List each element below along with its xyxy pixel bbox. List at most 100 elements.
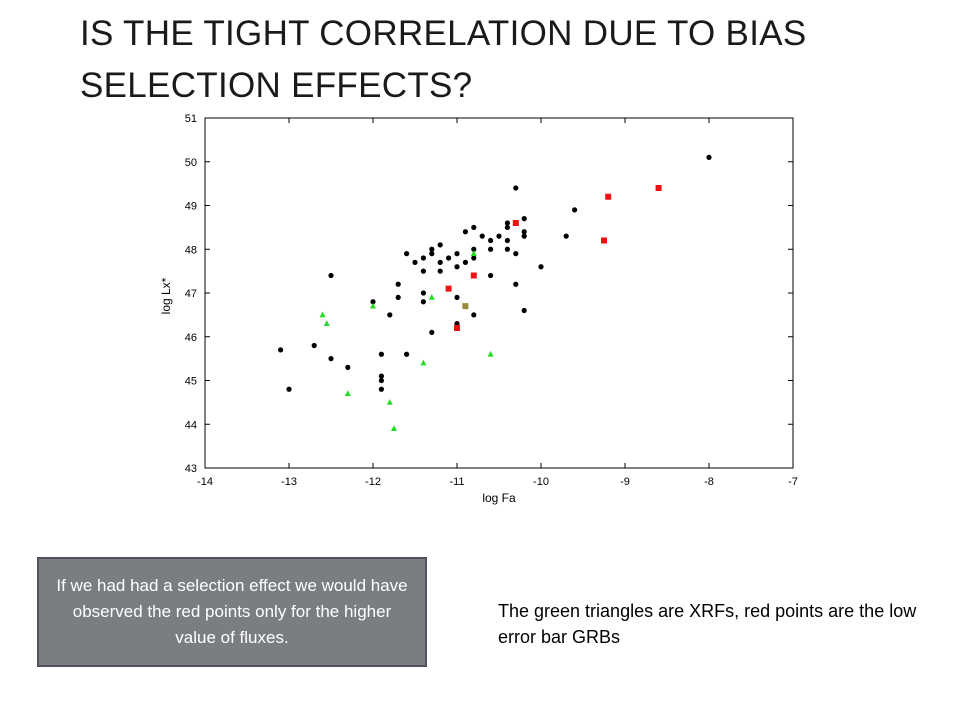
- black-data-point: [538, 264, 544, 270]
- chart-container: -14 -13 -12 -11 -10 -9 -8 -7 43 44 45 46 47 48 49 50 51 …: [150, 105, 810, 520]
- x-axis-label: log Fa: [482, 491, 516, 505]
- black-data-point: [513, 185, 519, 191]
- black-data-point: [706, 154, 712, 160]
- black-data-point: [420, 290, 426, 296]
- black-data-point: [513, 251, 519, 257]
- black-data-point: [404, 251, 410, 257]
- y-tick-label: 50: [185, 157, 197, 169]
- slide-title: IS THE TIGHT CORRELATION DUE TO BIAS SEL…: [80, 14, 807, 105]
- selection-effect-callout: If we had had a selection effect we woul…: [37, 557, 427, 667]
- black-data-point: [521, 233, 527, 239]
- y-tick-label: 44: [185, 419, 197, 431]
- black-data-point: [437, 268, 443, 274]
- black-data-point: [454, 294, 460, 300]
- black-data-point: [395, 281, 401, 287]
- black-data-point: [278, 347, 284, 353]
- y-tick-label: 46: [185, 332, 197, 344]
- y-tick-label: 49: [185, 201, 197, 213]
- y-axis-label: log Lx*: [159, 277, 173, 314]
- black-data-point: [370, 299, 376, 305]
- black-data-point: [521, 216, 527, 222]
- black-data-point: [420, 299, 426, 305]
- scatter-chart: -14 -13 -12 -11 -10 -9 -8 -7434445464748495051 …: [159, 113, 798, 505]
- black-data-point: [504, 246, 510, 252]
- y-tick-label: 45: [185, 376, 197, 388]
- black-data-point: [328, 356, 334, 362]
- black-data-point: [437, 242, 443, 248]
- black-data-point: [504, 237, 510, 244]
- red-square-point: [462, 303, 469, 310]
- black-data-point: [429, 329, 435, 335]
- black-data-point: [454, 321, 460, 327]
- x-tick-label: -11: [449, 476, 464, 488]
- plot-frame: [204, 117, 794, 469]
- black-data-point: [378, 386, 384, 392]
- black-data-point: [420, 255, 426, 261]
- black-data-point: [387, 312, 393, 318]
- green-triangle-point: [420, 359, 427, 366]
- black-data-point: [496, 233, 502, 239]
- data-points: [278, 154, 712, 432]
- plot-area-border: [204, 117, 794, 469]
- black-data-point: [471, 312, 477, 318]
- axis-ticks: -14 -13 -12 -11 -10 -9 -8 -7 43 44 45 46 47 48 49 50 51: [185, 113, 798, 488]
- red-square-point: [445, 285, 452, 292]
- black-data-point: [412, 259, 418, 265]
- x-tick-label: -13: [281, 476, 297, 488]
- green-triangle-point: [470, 250, 477, 257]
- green-triangle-point: [370, 302, 376, 309]
- red-square-point: [512, 220, 519, 226]
- black-data-point: [471, 224, 477, 230]
- black-data-point: [572, 207, 578, 213]
- black-data-point: [471, 246, 477, 252]
- legend-note: The green triangles are XRFs, red points…: [498, 601, 917, 647]
- x-tick-label: -8: [704, 476, 714, 488]
- black-data-point: [521, 229, 527, 235]
- black-data-point: [429, 246, 435, 252]
- black-data-point: [479, 233, 485, 239]
- green-triangle-point: [323, 320, 330, 327]
- black-data-point: [454, 264, 460, 270]
- green-triangle-point: [487, 350, 494, 357]
- black-data-point: [404, 351, 410, 357]
- red-square-point: [605, 193, 612, 200]
- red-square-point: [470, 272, 477, 279]
- black-data-point: [462, 229, 468, 235]
- red-square-point: [655, 185, 662, 191]
- black-data-point: [286, 386, 292, 392]
- y-tick-label: 47: [185, 288, 197, 300]
- green-triangle-point: [319, 311, 326, 318]
- black-data-point: [462, 259, 468, 265]
- black-data-point: [488, 272, 494, 279]
- green-triangle-point: [344, 390, 351, 397]
- black-data-point: [563, 233, 569, 239]
- black-data-point: [437, 259, 443, 265]
- black-data-point: [378, 373, 384, 379]
- black-data-point: [521, 307, 527, 314]
- black-data-point: [378, 351, 384, 357]
- black-data-point: [504, 220, 510, 226]
- y-tick-label: 51: [185, 113, 197, 125]
- x-tick-label: -14: [197, 476, 213, 488]
- black-data-point: [454, 251, 460, 257]
- callout-text: If we had had a selection effect we woul…: [56, 576, 408, 647]
- black-data-point: [446, 255, 452, 261]
- green-triangle-point: [428, 293, 435, 300]
- black-data-point: [311, 342, 317, 349]
- black-data-point: [429, 251, 435, 257]
- black-data-point: [345, 364, 351, 370]
- x-tick-label: -7: [788, 476, 798, 488]
- black-data-point: [420, 268, 426, 274]
- black-data-point: [504, 224, 510, 230]
- red-square-point: [454, 325, 460, 331]
- y-tick-label: 43: [185, 463, 197, 475]
- black-data-point: [378, 377, 384, 384]
- x-tick-label: -12: [365, 476, 381, 488]
- x-tick-label: -10: [533, 476, 549, 488]
- y-tick-label: 48: [185, 244, 197, 256]
- x-tick-label: -9: [620, 476, 630, 488]
- green-triangle-point: [391, 425, 397, 432]
- black-data-point: [488, 237, 494, 244]
- black-data-point: [488, 246, 494, 252]
- black-data-point: [395, 294, 401, 300]
